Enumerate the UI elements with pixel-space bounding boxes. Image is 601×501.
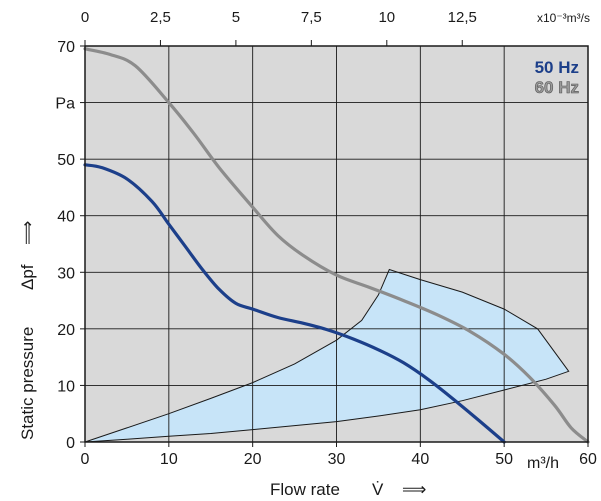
svg-text:Flow rate: Flow rate	[270, 480, 340, 499]
tick-marks	[80, 40, 589, 447]
svg-text:⟹: ⟹	[18, 221, 37, 245]
x-tick-label: 30	[328, 451, 346, 468]
x-tick-label: 40	[411, 451, 429, 468]
x-top-tick-label: 5	[232, 9, 240, 26]
svg-text:V̇: V̇	[372, 480, 384, 499]
x-top-tick-label: 2,5	[150, 9, 171, 26]
y-tick-label: 30	[57, 265, 75, 282]
series-60hz	[83, 47, 590, 444]
x-axis-unit: m³/h	[527, 455, 559, 472]
series-50hz	[83, 163, 506, 444]
x-tick-label: 20	[244, 451, 262, 468]
y-axis-title: Static pressure Δpf ⟹	[18, 221, 37, 440]
x-top-tick-label: 10	[378, 9, 395, 26]
y-tick-label: 0	[66, 435, 75, 452]
grid-lines	[85, 46, 588, 442]
x-tick-label: 60	[579, 451, 597, 468]
y-tick-label: 70	[57, 39, 75, 56]
svg-text:⟹: ⟹	[402, 480, 426, 499]
x-axis-title: Flow rate V̇ ⟹	[270, 480, 426, 499]
x-tick-label: 50	[495, 451, 513, 468]
y-tick-label: 20	[57, 322, 75, 339]
x-axis-top-unit: x10⁻³m³/s	[537, 11, 590, 25]
x-top-tick-label: 7,5	[301, 9, 322, 26]
svg-text:Static pressure: Static pressure	[18, 327, 37, 440]
series-layer	[83, 47, 590, 444]
x-top-tick-label: 12,5	[448, 9, 477, 26]
svg-text:Δpf: Δpf	[18, 264, 37, 290]
y-tick-label: 40	[57, 209, 75, 226]
legend-60hz: 60 Hz	[535, 78, 579, 97]
x-top-tick-label: 0	[81, 9, 89, 26]
y-tick-label: 10	[57, 378, 75, 395]
y-tick-label: 50	[57, 152, 75, 169]
x-tick-label: 0	[81, 451, 90, 468]
y-tick-label: Pa	[55, 96, 75, 113]
legend-50hz: 50 Hz	[535, 58, 579, 77]
x-tick-label: 10	[160, 451, 178, 468]
